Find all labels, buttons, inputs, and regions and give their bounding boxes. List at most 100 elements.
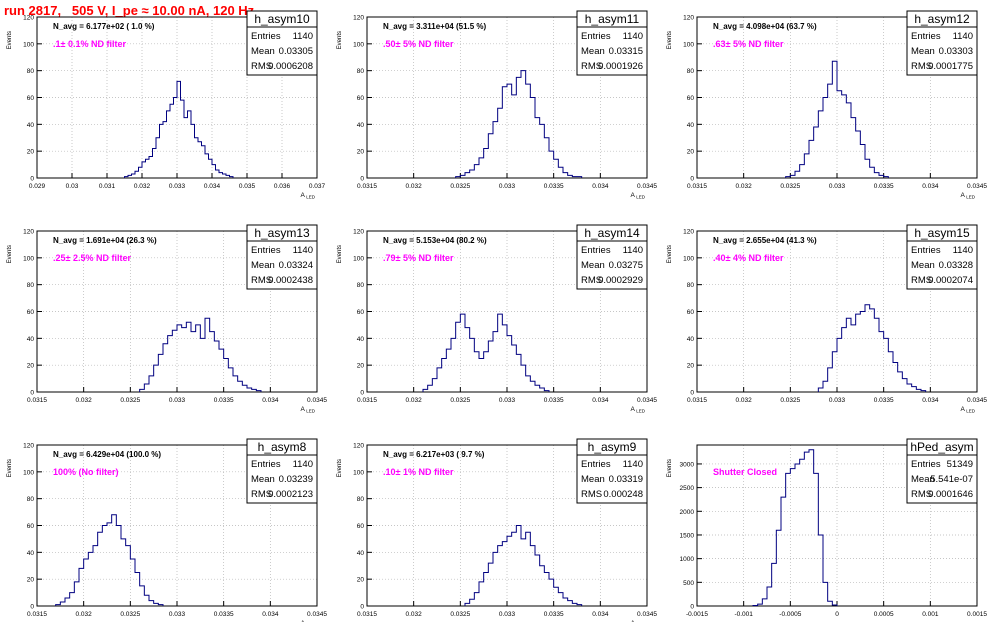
x-tick-label: 0.033 <box>169 183 186 190</box>
stats-box: h_asym13 Entries 1140 Mean 0.03324 RMS0.00024… <box>246 224 318 290</box>
histogram-series <box>785 60 889 178</box>
x-tick-label: 0.032 <box>406 611 423 618</box>
x-tick-label: 0.0325 <box>120 611 140 618</box>
y-tick-label: 500 <box>683 580 694 587</box>
histogram-name: h_asym9 <box>588 440 637 454</box>
stats-value: 1140 <box>623 459 643 470</box>
stats-label: RMS <box>581 275 602 286</box>
stats-box: h_asym10 Entries 1140 Mean 0.03305 RMS0.00062… <box>246 10 318 76</box>
x-tick-label: 0.0345 <box>967 183 987 190</box>
stats-label: Entries <box>251 31 281 42</box>
stats-label: RMS <box>581 61 602 72</box>
stats-value: 0.03275 <box>609 260 643 271</box>
stats-box-frame <box>906 438 978 504</box>
y-tick-label: 80 <box>687 282 695 289</box>
navg-label: N_avg = 6.429e+04 (100.0 %) <box>53 450 161 459</box>
stats-box-frame <box>576 438 648 504</box>
y-tick-label: 0 <box>690 390 694 397</box>
stats-box: h_asym8 Entries 1140 Mean 0.03239 RMS0.000212… <box>246 438 318 504</box>
stats-value: 0.0002438 <box>268 275 313 286</box>
y-tick-label: 60 <box>357 95 365 102</box>
y-tick-label: 80 <box>687 68 695 75</box>
x-tick-label: 0.0315 <box>27 397 47 404</box>
stats-box-frame <box>246 224 318 290</box>
y-tick-label: 0 <box>30 390 34 397</box>
stats-value: 5.541e-07 <box>930 474 973 485</box>
x-axis-label: A LED <box>300 406 315 414</box>
stats-label: Entries <box>251 245 281 256</box>
histogram-panel-h_asym10: 0.029 0.03 0.031 0.032 0.033 0.034 0.035 0.036 0… <box>7 10 326 200</box>
x-tick-label: 0.0335 <box>214 397 234 404</box>
stats-value: 1140 <box>293 31 313 42</box>
x-tick-label: 0.032 <box>406 397 423 404</box>
stats-box: h_asym14 Entries 1140 Mean 0.03275 RMS0.00029… <box>576 224 648 290</box>
x-tick-label: 0.0315 <box>27 611 47 618</box>
histogram-name: h_asym12 <box>914 12 970 26</box>
y-tick-label: 60 <box>357 523 365 530</box>
histogram-series <box>124 80 234 178</box>
stats-label: RMS <box>581 489 602 500</box>
histogram-series <box>55 514 164 606</box>
y-tick-label: 60 <box>27 523 35 530</box>
histogram-panel-h_asym8: 0.0315 0.032 0.0325 0.033 0.0335 0.034 0.0345 0… <box>7 438 327 622</box>
stats-value: 0.000248 <box>603 489 643 500</box>
y-tick-label: 100 <box>683 255 694 262</box>
x-tick-label: 0.0335 <box>544 183 564 190</box>
stats-value: 1140 <box>293 245 313 256</box>
y-axis-label: Events <box>7 31 13 49</box>
y-tick-label: 60 <box>27 309 35 316</box>
x-axis-label: A LED <box>630 406 645 414</box>
stats-value: 1140 <box>953 31 973 42</box>
stats-label: Entries <box>911 459 941 470</box>
x-tick-label: 0.032 <box>736 397 753 404</box>
histogram-series <box>455 70 583 178</box>
navg-label: N_avg = 6.177e+02 ( 1.0 %) <box>53 22 155 31</box>
x-tick-label: 0.0345 <box>307 611 327 618</box>
stats-label: Entries <box>581 459 611 470</box>
x-tick-label: 0.0325 <box>450 611 470 618</box>
stats-label: Entries <box>911 245 941 256</box>
x-tick-label: 0.034 <box>592 611 609 618</box>
x-tick-label: 0.033 <box>499 183 516 190</box>
x-tick-label: 0.0335 <box>544 611 564 618</box>
x-tick-label: 0.0315 <box>687 397 707 404</box>
x-tick-label: 0.0335 <box>214 611 234 618</box>
x-tick-label: 0.0335 <box>874 397 894 404</box>
x-tick-label: 0.034 <box>592 397 609 404</box>
stats-value: 0.03303 <box>939 46 973 57</box>
x-tick-label: 0.0345 <box>967 397 987 404</box>
x-tick-label: 0.032 <box>134 183 151 190</box>
y-tick-label: 0 <box>360 176 364 183</box>
x-tick-label: -0.0005 <box>779 611 801 618</box>
stats-value: 1140 <box>623 31 643 42</box>
y-tick-label: 2500 <box>680 485 695 492</box>
stats-value: 1140 <box>623 245 643 256</box>
x-tick-label: 0.0015 <box>967 611 987 618</box>
histogram-series <box>139 317 262 392</box>
x-tick-label: 0.0345 <box>307 397 327 404</box>
histogram-name: h_asym13 <box>254 226 310 240</box>
y-tick-label: 60 <box>357 309 365 316</box>
y-tick-label: 120 <box>683 229 694 236</box>
histogram-name: h_asym8 <box>258 440 307 454</box>
stats-box-frame <box>906 10 978 76</box>
y-tick-label: 20 <box>357 149 365 156</box>
y-tick-label: 20 <box>687 149 695 156</box>
stats-box: h_asym9 Entries 1140 Mean 0.03319 RMS 0.000248 <box>576 438 648 504</box>
y-tick-label: 0 <box>360 390 364 397</box>
x-tick-label: 0.0325 <box>450 183 470 190</box>
y-axis-label: Events <box>7 459 13 477</box>
y-tick-label: 20 <box>27 577 35 584</box>
y-axis-label: Events <box>7 245 13 263</box>
x-tick-label: 0.0315 <box>357 183 377 190</box>
stats-label: Entries <box>581 31 611 42</box>
stats-value: 0.03305 <box>279 46 313 57</box>
histogram-series <box>817 304 927 392</box>
x-tick-label: 0.037 <box>309 183 326 190</box>
stats-label: Mean <box>911 474 935 485</box>
x-tick-label: 0.034 <box>922 397 939 404</box>
y-axis-label: Events <box>337 459 343 477</box>
x-tick-label: 0.032 <box>76 397 93 404</box>
